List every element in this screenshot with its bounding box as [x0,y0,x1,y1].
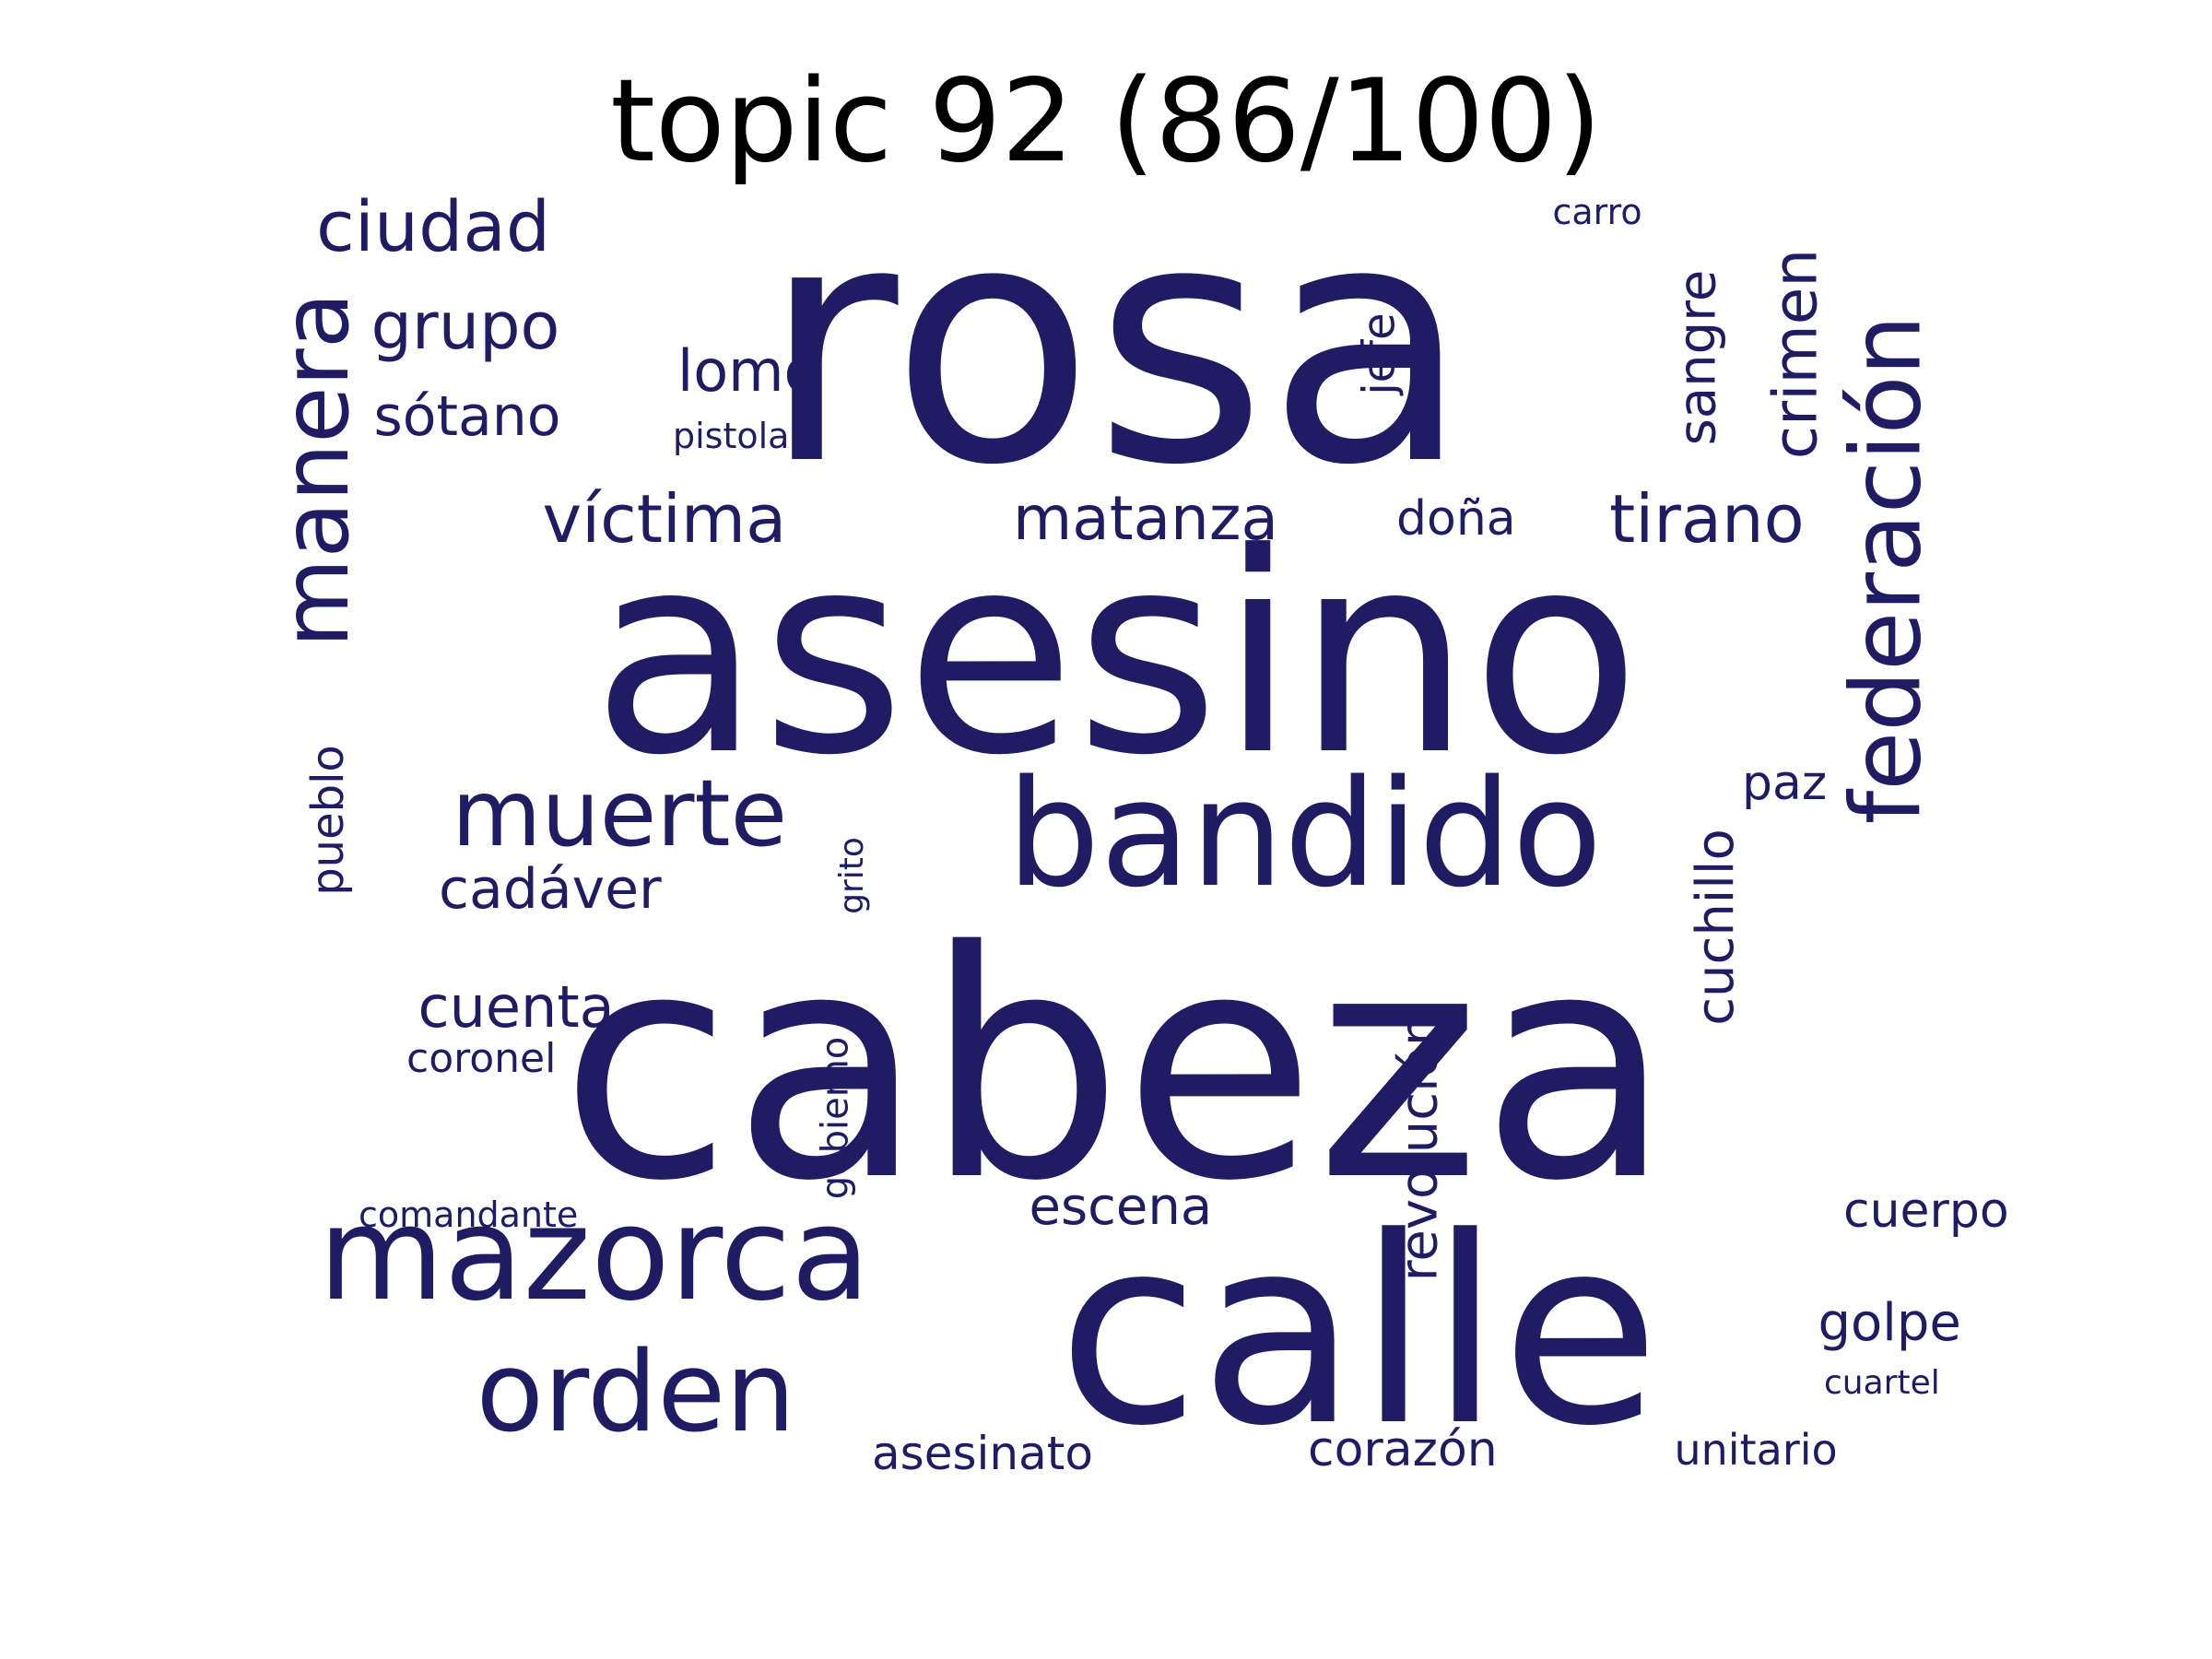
word-golpe: golpe [1818,1293,1961,1353]
word-bandido: bandido [1006,747,1603,920]
word-muerte: muerte [452,759,788,867]
word-víctima: víctima [542,480,787,558]
word-escena: escena [1029,1177,1213,1237]
word-rosa: rosa [761,151,1471,537]
word-comandante: comandante [359,1194,579,1235]
word-grito: grito [832,837,871,914]
word-cabeza: cabeza [559,885,1673,1250]
word-gobierno: gobierno [813,1036,856,1200]
word-lomo: lomo [677,337,819,405]
word-jefe: jefe [1353,312,1406,395]
word-cuerpo: cuerpo [1843,1183,2009,1239]
word-crimen: crimen [1759,248,1830,460]
word-coronel: coronel [406,1035,557,1082]
word-cuartel: cuartel [1824,1364,1940,1402]
word-mazorca: mazorca [318,1180,871,1330]
word-ciudad: ciudad [316,185,551,267]
word-federación: federación [1829,314,1942,825]
word-calle: calle [1057,1182,1660,1483]
word-tirano: tirano [1609,480,1805,558]
chart-title: topic 92 (86/100) [610,55,1602,188]
word-manera: manera [262,292,370,648]
word-cuenta: cuenta [418,973,615,1041]
word-grupo: grupo [371,288,560,364]
word-orden: orden [476,1329,796,1457]
word-corazón: corazón [1308,1422,1498,1477]
word-carro: carro [1552,192,1642,232]
word-asesinato: asesinato [872,1427,1093,1480]
word-doña: doña [1396,491,1516,547]
word-cadáver: cadáver [439,857,662,922]
word-asesino: asesino [592,494,1641,816]
word-matanza: matanza [1013,483,1278,554]
word-pistola: pistola [673,416,790,456]
word-revolución: revolución [1388,1013,1449,1282]
word-sótano: sótano [373,384,561,449]
word-sangre: sangre [1666,269,1727,446]
word-cuchillo: cuchillo [1685,829,1746,1026]
word-paz: paz [1742,756,1828,811]
word-pueblo: pueblo [301,745,354,896]
word-unitario: unitario [1674,1425,1838,1475]
